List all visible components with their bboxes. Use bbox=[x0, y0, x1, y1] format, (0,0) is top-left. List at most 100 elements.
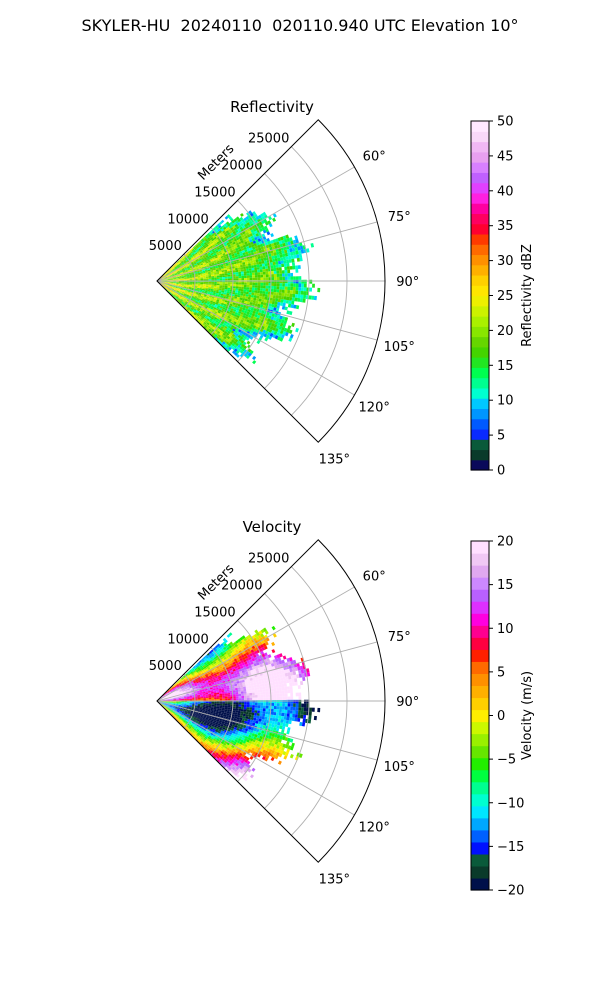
radar-gate bbox=[176, 699, 179, 701]
radar-gate bbox=[249, 226, 253, 231]
radar-gate bbox=[182, 289, 186, 292]
radar-gate bbox=[303, 294, 307, 299]
radar-gate bbox=[273, 270, 277, 275]
radar-gate bbox=[281, 289, 285, 294]
radar-gate bbox=[184, 673, 188, 676]
radar-gate bbox=[265, 280, 269, 283]
radar-gate bbox=[254, 269, 258, 273]
radar-gate bbox=[175, 276, 179, 278]
radar-gate bbox=[162, 282, 165, 284]
radar-gate bbox=[174, 288, 178, 291]
radar-gate bbox=[263, 257, 267, 261]
radar-gate bbox=[171, 271, 175, 274]
radar-gate bbox=[207, 291, 211, 294]
radar-gate bbox=[166, 290, 170, 293]
radar-gate bbox=[196, 682, 200, 685]
radar-gate bbox=[194, 303, 197, 306]
radar-gate bbox=[174, 692, 178, 695]
radar-gate bbox=[237, 659, 241, 663]
radar-gate bbox=[194, 694, 198, 696]
radar-gate bbox=[299, 298, 304, 303]
radar-gate bbox=[211, 274, 214, 277]
radar-gate bbox=[244, 259, 248, 263]
radar-gate bbox=[180, 272, 184, 274]
radar-gate bbox=[253, 295, 257, 299]
radar-gate bbox=[202, 706, 206, 709]
radar-gate bbox=[161, 277, 165, 279]
radar-gate bbox=[166, 710, 170, 713]
radar-gate bbox=[167, 284, 170, 286]
radar-gate bbox=[199, 288, 203, 291]
radar-gate bbox=[259, 304, 264, 308]
radar-gate bbox=[170, 282, 174, 283]
colorbar-swatch bbox=[471, 192, 489, 204]
radar-gate bbox=[296, 257, 301, 262]
radar-gate bbox=[189, 284, 193, 286]
radar-gate bbox=[203, 715, 207, 718]
radar-gate bbox=[223, 676, 227, 680]
radar-gate bbox=[234, 240, 239, 244]
radar-gate bbox=[208, 739, 212, 743]
radar-gate bbox=[220, 266, 224, 269]
radar-gate bbox=[284, 286, 288, 290]
radar-gate bbox=[186, 265, 189, 267]
radar-gate bbox=[200, 676, 204, 679]
radar-gate bbox=[254, 319, 259, 324]
radar-gate bbox=[219, 755, 224, 760]
radar-gate bbox=[178, 699, 182, 701]
radar-gate bbox=[213, 322, 217, 326]
radar-gate bbox=[200, 246, 204, 250]
radar-gate bbox=[252, 331, 257, 335]
radar-gate bbox=[173, 709, 177, 712]
radar-gate bbox=[253, 251, 257, 255]
radar-gate bbox=[248, 265, 252, 269]
radar-gate bbox=[196, 298, 200, 301]
radar-gate bbox=[179, 259, 183, 262]
radar-gate bbox=[200, 703, 204, 706]
radar-gate bbox=[250, 315, 255, 319]
radar-gate bbox=[236, 307, 240, 311]
radar-gate bbox=[240, 667, 245, 671]
radar-gate bbox=[223, 223, 228, 227]
radar-gate bbox=[239, 297, 243, 301]
radar-gate bbox=[242, 236, 246, 241]
radar-gate bbox=[220, 762, 225, 767]
radar-gate bbox=[192, 699, 196, 701]
radar-gate bbox=[196, 317, 200, 321]
radar-gate bbox=[293, 304, 297, 309]
radar-gate bbox=[229, 341, 234, 345]
radar-gate bbox=[215, 269, 219, 272]
radar-gate bbox=[272, 213, 277, 218]
radar-gate bbox=[249, 350, 254, 355]
radar-gate bbox=[209, 256, 213, 260]
radar-gate bbox=[267, 240, 271, 245]
radar-gate bbox=[169, 268, 172, 271]
radar-gate bbox=[207, 289, 211, 292]
radar-gate bbox=[210, 661, 214, 665]
radar-gate bbox=[245, 215, 250, 220]
radar-gate bbox=[243, 273, 247, 276]
radar-gate bbox=[226, 685, 230, 688]
radar-gate bbox=[186, 293, 190, 296]
radar-gate bbox=[192, 719, 196, 723]
radar-gate bbox=[181, 261, 185, 265]
radar-gate bbox=[202, 668, 206, 672]
radar-gate bbox=[198, 673, 202, 676]
radar-gate bbox=[247, 309, 251, 313]
radar-gate bbox=[219, 706, 223, 709]
radar-gate bbox=[274, 327, 279, 333]
radar-gate bbox=[220, 249, 225, 253]
radar-gate bbox=[171, 708, 174, 711]
radar-gate bbox=[165, 699, 168, 701]
radar-gate bbox=[263, 282, 266, 286]
radar-gate bbox=[266, 327, 270, 332]
radar-gate bbox=[195, 673, 199, 676]
radar-gate bbox=[164, 704, 168, 706]
radar-gate bbox=[220, 264, 224, 268]
radar-gate bbox=[184, 702, 187, 704]
radar-gate bbox=[213, 695, 217, 698]
radar-gate bbox=[181, 677, 185, 680]
radar-gate bbox=[205, 709, 208, 712]
radar-gate bbox=[200, 242, 204, 246]
radar-gate bbox=[265, 288, 269, 292]
